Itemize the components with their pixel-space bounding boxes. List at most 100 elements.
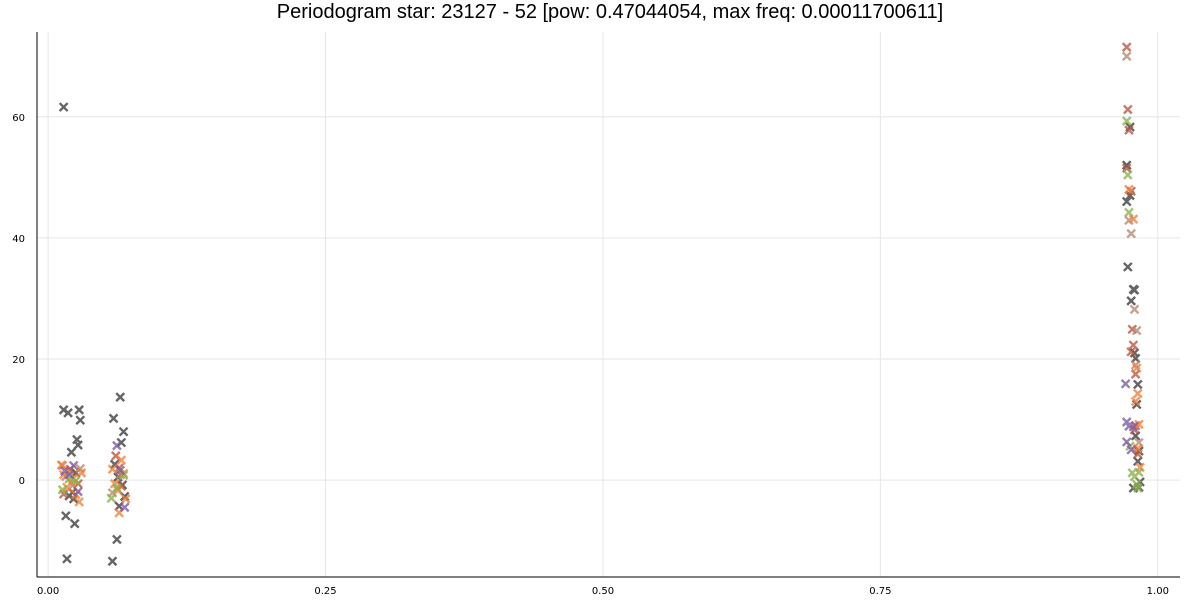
data-point <box>69 518 80 529</box>
y-tick-label: 60 <box>12 113 25 124</box>
series-0 <box>58 102 1145 567</box>
data-point-stroke <box>58 102 69 112</box>
data-point <box>57 484 68 495</box>
data-point-stroke <box>1134 437 1144 448</box>
data-point-stroke <box>1134 419 1144 430</box>
data-point <box>1132 379 1143 390</box>
data-point-stroke <box>61 510 71 521</box>
data-point-stroke <box>1132 379 1143 390</box>
data-point <box>1126 444 1137 455</box>
data-point <box>61 510 71 521</box>
data-point <box>75 415 86 426</box>
data-point-stroke <box>63 408 73 418</box>
data-point-stroke <box>119 502 130 513</box>
data-point <box>1122 170 1133 180</box>
data-point <box>1128 214 1139 224</box>
data-point <box>107 464 118 475</box>
data-point-stroke <box>75 463 86 474</box>
data-point <box>74 405 85 415</box>
data-point <box>120 494 131 504</box>
data-point-stroke <box>1132 456 1143 467</box>
data-point <box>108 413 119 424</box>
data-point <box>1129 285 1140 295</box>
data-point <box>1120 378 1131 389</box>
data-point <box>1122 104 1133 115</box>
data-point <box>1130 396 1141 407</box>
data-point-stroke <box>118 470 129 481</box>
data-point <box>1131 363 1142 373</box>
data-point <box>106 493 117 504</box>
data-point-stroke <box>1130 369 1141 379</box>
data-point-stroke <box>1124 125 1134 135</box>
data-point <box>63 408 73 418</box>
data-point-stroke <box>1130 396 1141 407</box>
data-point-stroke <box>1121 160 1132 171</box>
data-point <box>1134 419 1144 430</box>
chart-title: Periodogram star: 23127 - 52 [pow: 0.470… <box>276 1 944 23</box>
data-point <box>1121 42 1132 52</box>
data-point <box>112 534 122 545</box>
data-point <box>1121 51 1132 62</box>
data-point-stroke <box>115 465 126 476</box>
data-point <box>1121 196 1132 207</box>
data-point-stroke <box>76 467 87 478</box>
data-point <box>56 460 67 470</box>
data-point-stroke <box>107 464 118 475</box>
data-point-stroke <box>1128 340 1139 350</box>
data-point-stroke <box>70 475 81 486</box>
data-point <box>1126 296 1137 306</box>
data-point <box>1131 325 1142 336</box>
data-point-stroke <box>112 534 122 545</box>
data-point <box>73 440 83 450</box>
data-point <box>74 497 85 507</box>
data-point <box>76 467 87 478</box>
data-point-stroke <box>108 413 119 424</box>
data-point-stroke <box>118 426 129 437</box>
data-point-stroke <box>68 460 79 471</box>
data-point-stroke <box>1121 42 1132 52</box>
data-point <box>68 460 79 471</box>
data-point-stroke <box>58 489 69 499</box>
data-point-stroke <box>1134 467 1144 478</box>
data-point-stroke <box>1126 444 1137 455</box>
data-point-stroke <box>1121 437 1132 447</box>
data-point-stroke <box>1131 363 1142 373</box>
data-point-stroke <box>74 497 85 507</box>
data-point <box>1121 437 1132 447</box>
data-point-stroke <box>1126 346 1137 357</box>
data-point-stroke <box>64 469 75 480</box>
data-point-stroke <box>112 440 122 451</box>
data-point-stroke <box>1131 325 1142 336</box>
data-point-stroke <box>1122 104 1133 115</box>
data-point-stroke <box>1132 388 1143 399</box>
data-point-stroke <box>1132 483 1143 493</box>
data-point-stroke <box>1131 479 1142 490</box>
data-point-stroke <box>1121 417 1132 427</box>
data-point <box>1121 160 1132 171</box>
data-point <box>1121 116 1132 126</box>
y-tick-label: 40 <box>12 234 25 245</box>
data-points <box>56 42 1145 567</box>
data-point <box>1132 388 1143 399</box>
y-tick-label: 20 <box>12 355 25 366</box>
data-point-stroke <box>1129 285 1140 295</box>
x-tick-label: 0.00 <box>37 586 59 597</box>
data-point-stroke <box>57 484 68 495</box>
data-point-stroke <box>1121 196 1132 207</box>
x-tick-label: 0.50 <box>592 586 614 597</box>
data-point-stroke <box>1122 262 1133 272</box>
data-point-stroke <box>110 451 121 461</box>
data-point-stroke <box>1121 51 1132 62</box>
data-point <box>115 465 126 476</box>
data-point <box>1132 483 1143 493</box>
data-point <box>1126 228 1137 239</box>
data-point <box>1132 456 1143 467</box>
data-point-stroke <box>1120 378 1131 389</box>
data-point <box>107 556 118 567</box>
data-point <box>118 426 129 437</box>
data-point-stroke <box>1121 116 1132 126</box>
data-point-stroke <box>56 460 67 470</box>
data-point-stroke <box>74 405 85 415</box>
data-point-stroke <box>120 494 131 504</box>
data-point-stroke <box>1130 360 1141 370</box>
